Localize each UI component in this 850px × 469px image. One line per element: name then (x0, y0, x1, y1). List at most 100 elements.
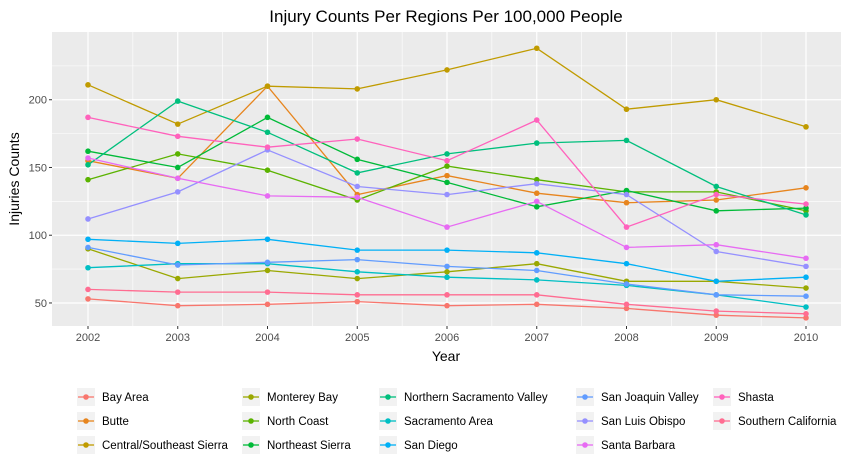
data-point (85, 82, 91, 88)
data-point (174, 189, 181, 195)
series-san-diego (85, 236, 809, 285)
data-point (85, 296, 91, 302)
legend-key-point (83, 394, 89, 400)
x-tick-label: 2008 (614, 332, 638, 344)
legend-label: Monterey Bay (267, 392, 338, 404)
data-point (264, 114, 271, 121)
data-point (713, 292, 720, 298)
chart-title: Injury Counts Per Regions Per 100,000 Pe… (269, 7, 622, 26)
data-point (623, 281, 630, 287)
data-point (264, 129, 271, 136)
x-tick-label: 2009 (704, 332, 728, 344)
legend-item-san-luis-obispo: San Luis Obispo (576, 412, 685, 430)
legend-label: North Coast (267, 416, 329, 428)
legend-key-point (719, 394, 725, 400)
data-point (85, 176, 91, 183)
data-point (713, 96, 720, 103)
data-point (174, 151, 181, 157)
data-point (803, 263, 809, 270)
data-point (264, 301, 271, 308)
data-point (174, 121, 181, 127)
legend-key-point (83, 418, 89, 424)
series-southern-california (85, 286, 809, 317)
data-point (444, 269, 450, 275)
data-point (533, 190, 540, 197)
legend-label: Southern California (738, 416, 837, 428)
data-point (354, 170, 361, 176)
legend-item-monterey-bay: Monterey Bay (242, 388, 338, 406)
data-point (85, 161, 91, 168)
data-point (85, 236, 91, 243)
legend-item-northeast-sierra: Northeast Sierra (242, 436, 351, 454)
data-point (533, 203, 540, 210)
data-point (803, 205, 809, 211)
data-point (174, 275, 181, 282)
data-point (623, 224, 630, 230)
legend-key-point (719, 418, 725, 424)
legend-label: Butte (102, 416, 129, 428)
legend-key-point (582, 394, 588, 400)
legend-label: Northern Sacramento Valley (404, 392, 548, 404)
x-tick-label: 2010 (794, 332, 818, 344)
legend-key-point (248, 394, 254, 400)
x-tick-label: 2004 (255, 332, 279, 344)
data-point (354, 269, 361, 275)
data-point (264, 267, 271, 274)
data-point (623, 187, 630, 194)
data-point (533, 267, 540, 274)
legend: Bay Area Butte Central/Southeast Sierra Mon… (77, 388, 837, 454)
x-axis: 2002 2003 2004 2005 2006 2007 2008 2009 2010 (76, 326, 818, 344)
data-point (623, 137, 630, 144)
data-point (444, 302, 450, 309)
series-shasta (85, 114, 809, 230)
x-tick-label: 2003 (166, 332, 190, 344)
y-tick-label: 100 (29, 230, 47, 242)
data-point (444, 67, 450, 73)
data-point (354, 275, 361, 282)
y-axis: 50 100 150 200 (29, 95, 52, 310)
data-point (533, 176, 540, 183)
legend-key-point (248, 418, 254, 424)
data-point (623, 305, 630, 312)
data-point (803, 201, 809, 207)
data-point (354, 156, 361, 163)
series-northern-sacramento-valley (85, 98, 809, 218)
data-point (444, 172, 450, 179)
legend-key-point (385, 442, 391, 448)
data-point (174, 262, 181, 268)
data-point (713, 308, 720, 314)
data-point (713, 312, 720, 318)
legend-item-santa-barbara: Santa Barbara (576, 436, 676, 454)
series-northeast-sierra (85, 114, 809, 214)
data-point (264, 167, 271, 173)
legend-key-point (248, 442, 254, 448)
legend-label: Northeast Sierra (267, 440, 351, 452)
legend-item-bay-area: Bay Area (77, 388, 149, 406)
data-point (803, 185, 809, 191)
data-point (444, 151, 450, 157)
data-point (354, 298, 361, 305)
data-point (85, 244, 91, 251)
data-point (803, 293, 809, 299)
data-point (174, 289, 181, 295)
data-point (354, 247, 361, 253)
legend-label: San Diego (404, 440, 458, 452)
data-point (533, 140, 540, 146)
legend-item-sacramento-area: Sacramento Area (379, 412, 493, 430)
data-point (713, 183, 720, 190)
data-point (354, 136, 361, 142)
data-point (623, 106, 630, 113)
data-point (85, 148, 91, 155)
data-point (533, 260, 540, 267)
data-point (264, 144, 271, 150)
legend-item-shasta: Shasta (713, 388, 774, 406)
data-point (803, 311, 809, 317)
data-point (174, 133, 181, 140)
x-tick-label: 2006 (435, 332, 459, 344)
legend-label: Central/Southeast Sierra (102, 440, 229, 452)
data-point (803, 255, 809, 262)
x-axis-title: Year (432, 348, 461, 364)
legend-key-point (385, 394, 391, 400)
x-tick-label: 2005 (345, 332, 369, 344)
